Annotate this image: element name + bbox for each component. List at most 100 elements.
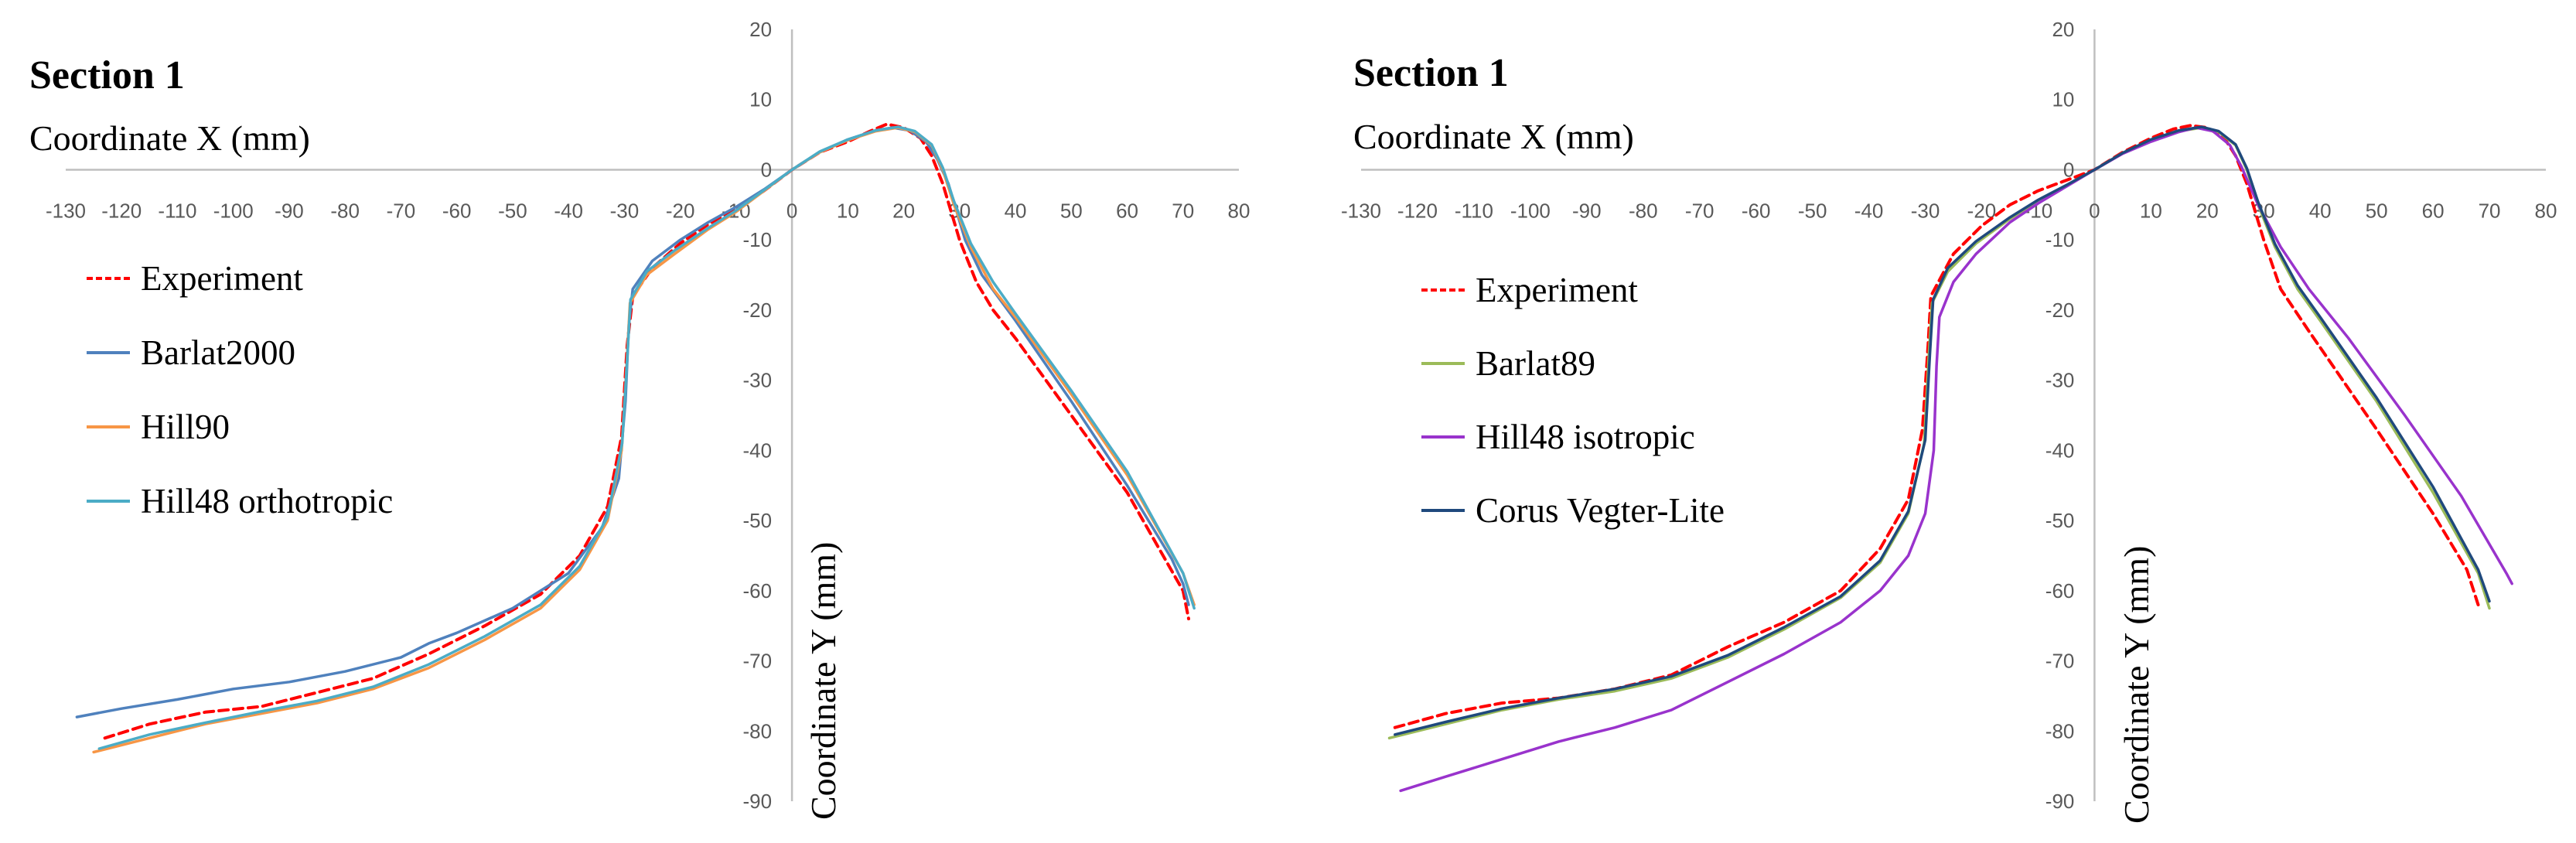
x-axis-label: Coordinate X (mm) — [1353, 117, 1634, 156]
legend-label: Hill48 isotropic — [1476, 418, 1695, 456]
x-tick-label: -40 — [554, 199, 583, 222]
y-tick-label: 20 — [2052, 18, 2074, 41]
x-tick-label: 0 — [786, 199, 797, 222]
x-tick-label: -120 — [101, 199, 142, 222]
series-line-hill90 — [92, 126, 1196, 754]
legend-label: Hill48 orthotropic — [141, 482, 394, 520]
x-tick-label: -50 — [1798, 199, 1827, 222]
y-tick-label: 10 — [2052, 88, 2074, 111]
legend-swatch — [87, 351, 130, 354]
x-tick-label: 80 — [2535, 199, 2557, 222]
x-tick-label: 40 — [2309, 199, 2332, 222]
legend-swatch — [87, 425, 130, 428]
x-tick-label: -30 — [1911, 199, 1940, 222]
chart-title: Section 1 — [1353, 51, 1509, 95]
legend-item: Hill48 isotropic — [1421, 414, 1695, 460]
y-tick-label: -70 — [2045, 650, 2075, 673]
chart-panel-left: -130 -120 -110 -10 0 -90 -80 -70 -60 -50 -40 -30 -20… — [29, 18, 1250, 820]
chart-plot-left: -130 -120 -110 -10 0 -90 -80 -70 -60 -50 -40 -30 -20… — [46, 18, 1250, 813]
y-tick-label: -20 — [2045, 299, 2075, 322]
x-tick-label: -90 — [1572, 199, 1602, 222]
legend-swatch — [1421, 362, 1465, 365]
legend-label: Barlat2000 — [141, 333, 295, 372]
legend-swatch — [87, 500, 130, 503]
x-tick-label: -130 — [46, 199, 86, 222]
legend-swatch — [87, 277, 130, 280]
x-tick-label: 10 — [2140, 199, 2162, 222]
series-line-barlat2000 — [75, 126, 1190, 718]
y-tick-label: -40 — [743, 439, 773, 462]
y-tick-label: -20 — [743, 299, 773, 322]
x-tick-label: -80 — [1629, 199, 1658, 222]
y-tick-label: 20 — [749, 18, 772, 41]
x-tick-label: -70 — [387, 199, 416, 222]
legend-swatch — [1421, 509, 1465, 512]
y-axis-label: Coordinate Y (mm) — [804, 541, 843, 820]
y-tick-label: 0 — [761, 158, 772, 181]
x-tick-label: 20 — [2196, 199, 2219, 222]
legend-item: Corus Vegter-Lite — [1421, 487, 1725, 534]
x-tick-label: -50 — [498, 199, 527, 222]
x-tick-label: -120 — [1397, 199, 1438, 222]
x-tick-label: 70 — [2479, 199, 2501, 222]
y-tick-label: -90 — [2045, 790, 2075, 813]
y-tick-label: 0 — [2063, 158, 2074, 181]
x-tick-label: -90 — [275, 199, 304, 222]
y-tick-label: -30 — [2045, 369, 2075, 392]
legend-label: Corus Vegter-Lite — [1476, 491, 1725, 530]
legend-swatch — [1421, 288, 1465, 292]
y-tick-label: -50 — [743, 509, 773, 532]
x-tick-label: 60 — [2422, 199, 2445, 222]
y-tick-label: -90 — [743, 790, 773, 813]
legend-label: Barlat89 — [1476, 344, 1595, 383]
x-tick-label: -40 — [1854, 199, 1884, 222]
x-tick-label: -110 — [158, 199, 196, 222]
x-tick-label: -20 — [666, 199, 695, 222]
series-line-hill48-isotropic — [1399, 126, 2513, 793]
chart-panel-right: -130 -120 -110 -100 -90 -80 -70 -60 -50 -40 -30 -20… — [1288, 0, 2576, 843]
series-line-hill48-orthotropic — [97, 125, 1196, 750]
y-tick-label: -40 — [2045, 439, 2075, 462]
x-tick-label: 50 — [2366, 199, 2388, 222]
x-tick-label: -80 — [330, 199, 360, 222]
x-tick-label: 50 — [1060, 199, 1083, 222]
x-tick-label: -60 — [442, 199, 472, 222]
series-line-experiment — [1393, 124, 2480, 729]
y-tick-label: -80 — [743, 719, 773, 742]
y-tick-label: -50 — [2045, 509, 2075, 532]
y-tick-label: -70 — [743, 650, 773, 673]
x-tick-label: -30 — [610, 199, 640, 222]
legend-item: Barlat89 — [1421, 340, 1595, 387]
series-line-corus-vegter-lite — [1394, 125, 2491, 736]
x-tick-label: -130 — [1341, 199, 1381, 222]
legend-swatch — [1421, 435, 1465, 439]
legend-item: Experiment — [1421, 267, 1638, 313]
y-tick-label: -80 — [2045, 719, 2075, 742]
chart-plot-right: -130 -120 -110 -100 -90 -80 -70 -60 -50 -40 -30 -20… — [1341, 18, 2557, 813]
x-tick-label: -110 — [1455, 199, 1493, 222]
x-axis-label: Coordinate X (mm) — [29, 118, 310, 158]
y-tick-label: -30 — [743, 369, 773, 392]
x-tick-label: 60 — [1116, 199, 1138, 222]
x-tick-label: 70 — [1172, 199, 1194, 222]
x-tick-label: -70 — [1685, 199, 1714, 222]
legend-item: Hill90 — [87, 404, 230, 450]
y-tick-label: -60 — [2045, 579, 2075, 602]
x-tick-label: 20 — [892, 199, 915, 222]
y-tick-label: -60 — [743, 579, 773, 602]
y-tick-label: 10 — [749, 88, 772, 111]
y-tick-label: -10 — [2045, 228, 2075, 251]
legend-item: Barlat2000 — [87, 329, 295, 376]
legend-label: Experiment — [1476, 271, 1638, 309]
x-tick-label: -60 — [1742, 199, 1771, 222]
y-axis-label: Coordinate Y (mm) — [2117, 545, 2156, 824]
chart-title: Section 1 — [29, 53, 185, 97]
legend-item: Hill48 orthotropic — [87, 478, 393, 524]
x-tick-label: -100 — [1510, 199, 1551, 222]
y-tick-label: -10 — [743, 228, 773, 251]
legend-label: Experiment — [141, 259, 303, 298]
x-tick-label: 40 — [1005, 199, 1027, 222]
legend-item: Experiment — [87, 255, 303, 302]
x-tick-label: 10 — [837, 199, 859, 222]
x-tick-label: 0 — [2089, 199, 2100, 222]
